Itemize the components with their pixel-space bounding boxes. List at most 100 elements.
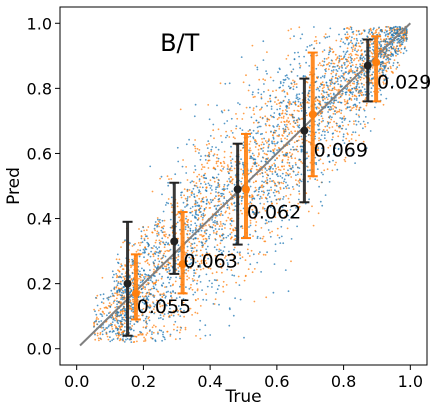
scatter-point bbox=[158, 220, 160, 223]
scatter-point bbox=[159, 221, 161, 224]
scatter-point bbox=[299, 145, 302, 148]
scatter-point bbox=[342, 139, 344, 142]
scatter-point bbox=[297, 125, 300, 128]
scatter-point bbox=[364, 116, 367, 118]
scatter-point bbox=[249, 196, 251, 199]
scatter-point bbox=[218, 250, 221, 253]
scatter-point bbox=[275, 198, 278, 201]
scatter-point bbox=[359, 63, 362, 66]
scatter-point bbox=[405, 40, 408, 42]
scatter-point bbox=[195, 185, 198, 187]
scatter-point bbox=[399, 34, 402, 37]
plot-frame bbox=[59, 6, 428, 366]
scatter-point bbox=[250, 249, 253, 252]
scatter-point bbox=[298, 135, 301, 138]
scatter-point bbox=[288, 78, 290, 80]
scatter-point bbox=[269, 100, 272, 102]
scatter-point bbox=[227, 263, 229, 266]
scatter-point bbox=[227, 183, 230, 186]
scatter-point bbox=[254, 146, 257, 148]
scatter-point bbox=[194, 211, 197, 214]
scatter-point bbox=[316, 98, 319, 101]
scatter-point bbox=[241, 118, 244, 120]
scatter-point bbox=[119, 266, 122, 268]
scatter-point bbox=[390, 27, 392, 30]
scatter-point bbox=[385, 50, 388, 52]
scatter-point bbox=[360, 50, 362, 52]
scatter-point bbox=[117, 261, 119, 264]
scatter-point bbox=[249, 222, 252, 224]
scatter-point bbox=[190, 283, 192, 286]
scatter-point bbox=[186, 221, 189, 224]
bin-error-annotation: 0.062 bbox=[247, 202, 301, 224]
scatter-point bbox=[363, 72, 366, 75]
scatter-point bbox=[262, 150, 264, 152]
scatter-point bbox=[192, 187, 195, 190]
scatter-point bbox=[190, 262, 193, 264]
scatter-point bbox=[332, 112, 335, 115]
scatter-point bbox=[355, 113, 358, 116]
scatter-point bbox=[221, 192, 224, 195]
scatter-point bbox=[356, 83, 359, 86]
scatter-point bbox=[331, 81, 333, 84]
scatter-point bbox=[386, 77, 389, 79]
scatter-point bbox=[288, 100, 291, 103]
scatter-point bbox=[141, 301, 144, 304]
scatter-point bbox=[148, 291, 151, 294]
scatter-point bbox=[195, 224, 198, 227]
scatter-point bbox=[334, 53, 337, 56]
scatter-point bbox=[157, 218, 159, 221]
scatter-point bbox=[396, 45, 399, 47]
scatter-point bbox=[322, 64, 325, 66]
scatter-point bbox=[261, 141, 264, 144]
scatter-point bbox=[102, 293, 105, 296]
scatter-point bbox=[378, 26, 380, 29]
scatter-point bbox=[398, 41, 401, 44]
scatter-point bbox=[345, 128, 347, 131]
scatter-point bbox=[351, 31, 354, 34]
scatter-point bbox=[299, 179, 301, 182]
scatter-point bbox=[198, 173, 201, 176]
scatter-point bbox=[363, 58, 366, 60]
scatter-point bbox=[231, 169, 233, 172]
scatter-point bbox=[274, 243, 277, 246]
scatter-point bbox=[252, 129, 255, 132]
scatter-point bbox=[234, 137, 236, 140]
scatter-point bbox=[356, 81, 358, 84]
scatter-point bbox=[188, 263, 191, 266]
scatter-point bbox=[397, 40, 400, 43]
scatter-point bbox=[93, 324, 95, 326]
scatter-point bbox=[345, 78, 348, 81]
scatter-point bbox=[285, 185, 287, 188]
scatter-point bbox=[117, 334, 120, 337]
scatter-point bbox=[256, 66, 259, 69]
scatter-point bbox=[298, 110, 300, 113]
scatter-point bbox=[228, 206, 231, 209]
scatter-point bbox=[293, 83, 296, 86]
scatter-point bbox=[147, 306, 150, 308]
scatter-point bbox=[258, 197, 261, 200]
scatter-point bbox=[271, 164, 274, 167]
scatter-point bbox=[149, 306, 152, 309]
scatter-point bbox=[230, 269, 233, 271]
scatter-point bbox=[346, 36, 349, 39]
scatter-point bbox=[332, 51, 334, 54]
scatter-point bbox=[242, 161, 244, 164]
scatter-point bbox=[194, 222, 197, 225]
scatter-point bbox=[131, 325, 134, 327]
scatter-point bbox=[306, 46, 309, 48]
scatter-point bbox=[223, 246, 226, 248]
scatter-point bbox=[157, 254, 160, 257]
scatter-point bbox=[176, 205, 179, 208]
scatter-point bbox=[307, 155, 310, 158]
scatter-point bbox=[224, 188, 226, 191]
scatter-point bbox=[251, 271, 254, 274]
scatter-point bbox=[290, 130, 293, 133]
scatter-point bbox=[177, 160, 180, 163]
scatter-point bbox=[261, 180, 263, 183]
scatter-point bbox=[317, 147, 320, 150]
scatter-point bbox=[384, 62, 387, 65]
scatter-point bbox=[378, 47, 381, 50]
scatter-point bbox=[318, 62, 321, 65]
scatter-point bbox=[230, 145, 232, 148]
